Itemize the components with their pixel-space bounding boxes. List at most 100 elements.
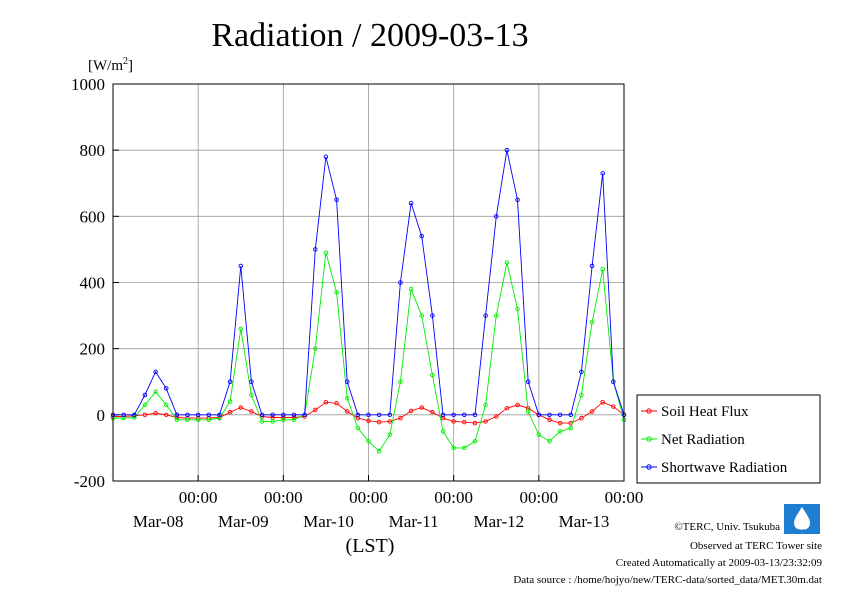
- data-point-net-radiation: [440, 429, 446, 434]
- x-axis-label: (LST): [346, 535, 395, 557]
- data-point-shortwave-radiation: [323, 154, 329, 160]
- data-point-shortwave-radiation: [142, 392, 148, 398]
- data-point-soil-heat-flux: [344, 409, 350, 414]
- data-point-soil-heat-flux: [515, 402, 520, 408]
- data-point-net-radiation: [600, 267, 605, 272]
- y-tick-label: 1000: [71, 75, 105, 94]
- data-point-net-radiation: [568, 425, 574, 431]
- data-point-soil-heat-flux: [504, 405, 510, 411]
- x-tick-time-label: 00:00: [605, 488, 644, 507]
- data-point-shortwave-radiation: [504, 147, 510, 153]
- data-point-shortwave-radiation: [195, 412, 201, 418]
- data-point-shortwave-radiation: [579, 369, 584, 375]
- data-point-shortwave-radiation: [217, 412, 222, 418]
- x-tick-date-label: Mar-11: [389, 512, 439, 531]
- legend-label-soil-heat-flux: Soil Heat Flux: [661, 404, 749, 420]
- credit-copyright: ©TERC, Univ. Tsukuba: [674, 521, 780, 533]
- data-point-net-radiation: [270, 419, 275, 424]
- data-point-shortwave-radiation: [132, 412, 137, 418]
- data-point-shortwave-radiation: [281, 412, 286, 418]
- data-point-shortwave-radiation: [249, 379, 254, 385]
- plot-frame: [112, 83, 625, 482]
- legend-marker-shortwave-radiation: [646, 464, 652, 470]
- data-point-net-radiation: [227, 399, 233, 404]
- y-tick-label: 0: [97, 406, 106, 425]
- x-tick-time-label: 00:00: [264, 488, 303, 507]
- data-point-soil-heat-flux: [430, 409, 435, 415]
- data-point-soil-heat-flux: [494, 414, 499, 419]
- data-point-soil-heat-flux: [472, 420, 478, 426]
- data-point-shortwave-radiation: [121, 412, 126, 418]
- data-point-net-radiation: [557, 429, 563, 434]
- data-point-soil-heat-flux: [387, 419, 393, 424]
- data-point-net-radiation: [281, 417, 286, 423]
- data-point-shortwave-radiation: [408, 200, 414, 206]
- legend: Soil Heat Flux Net Radiation Shortwave Rad…: [636, 394, 821, 484]
- data-point-soil-heat-flux: [557, 420, 563, 426]
- y-axis-unit: [W/m2]: [88, 56, 133, 74]
- data-point-shortwave-radiation: [163, 386, 169, 391]
- data-point-shortwave-radiation: [185, 412, 190, 418]
- data-point-shortwave-radiation: [536, 412, 542, 418]
- data-point-shortwave-radiation: [611, 379, 616, 385]
- data-point-soil-heat-flux: [547, 417, 552, 423]
- x-tick-date-label: Mar-12: [474, 512, 525, 531]
- terc-logo: TERC: [784, 504, 820, 535]
- data-point-soil-heat-flux: [451, 419, 456, 424]
- series-net-radiation: [110, 250, 627, 454]
- data-point-shortwave-radiation: [334, 197, 339, 203]
- data-point-net-radiation: [163, 402, 169, 408]
- legend-marker-soil-heat-flux: [646, 408, 652, 414]
- data-point-shortwave-radiation: [483, 313, 488, 318]
- series-line-shortwave-radiation: [113, 150, 625, 416]
- data-point-net-radiation: [313, 346, 318, 351]
- data-point-net-radiation: [462, 445, 467, 451]
- data-point-net-radiation: [589, 319, 595, 325]
- x-tick-date-label: Mar-10: [303, 512, 354, 531]
- legend-label-shortwave-radiation: Shortwave Radiation: [661, 460, 788, 476]
- data-point-net-radiation: [451, 445, 456, 451]
- data-point-net-radiation: [174, 417, 180, 423]
- data-point-net-radiation: [344, 396, 350, 401]
- data-point-shortwave-radiation: [366, 412, 371, 418]
- data-point-shortwave-radiation: [515, 197, 520, 203]
- data-point-shortwave-radiation: [568, 412, 574, 418]
- credit-source: Data source : /home/hojyo/new/TERC-data/…: [513, 574, 822, 586]
- data-point-shortwave-radiation: [525, 379, 531, 385]
- data-point-net-radiation: [376, 448, 382, 454]
- x-tick-date-label: Mar-13: [559, 512, 610, 531]
- data-point-net-radiation: [142, 402, 148, 408]
- data-point-shortwave-radiation: [238, 263, 243, 269]
- x-tick-time-label: 00:00: [179, 488, 218, 507]
- legend-marker-net-radiation: [646, 436, 652, 442]
- data-point-shortwave-radiation: [313, 247, 318, 252]
- data-point-net-radiation: [579, 392, 584, 398]
- data-point-net-radiation: [366, 439, 371, 444]
- data-point-shortwave-radiation: [419, 233, 424, 239]
- data-point-net-radiation: [291, 417, 297, 423]
- logo-text: TERC: [794, 529, 809, 535]
- data-point-net-radiation: [195, 417, 201, 423]
- data-point-soil-heat-flux: [483, 419, 488, 424]
- data-point-net-radiation: [547, 439, 552, 444]
- series-layer: [110, 147, 627, 454]
- data-point-shortwave-radiation: [259, 412, 265, 418]
- data-point-soil-heat-flux: [462, 419, 467, 425]
- data-point-shortwave-radiation: [344, 379, 350, 385]
- data-point-soil-heat-flux: [589, 409, 595, 414]
- data-point-soil-heat-flux: [291, 415, 297, 420]
- data-point-shortwave-radiation: [557, 412, 563, 418]
- data-point-net-radiation: [398, 379, 403, 385]
- data-point-shortwave-radiation: [291, 412, 297, 418]
- data-point-soil-heat-flux: [334, 401, 339, 406]
- data-point-shortwave-radiation: [589, 263, 595, 269]
- data-point-shortwave-radiation: [472, 412, 478, 418]
- grid-lines: [113, 84, 625, 481]
- data-point-net-radiation: [206, 417, 212, 423]
- data-point-soil-heat-flux: [398, 415, 403, 421]
- legend-label-net-radiation: Net Radiation: [661, 432, 745, 448]
- water-drop-icon: [794, 507, 810, 530]
- data-point-net-radiation: [259, 419, 265, 424]
- data-point-shortwave-radiation: [355, 412, 361, 418]
